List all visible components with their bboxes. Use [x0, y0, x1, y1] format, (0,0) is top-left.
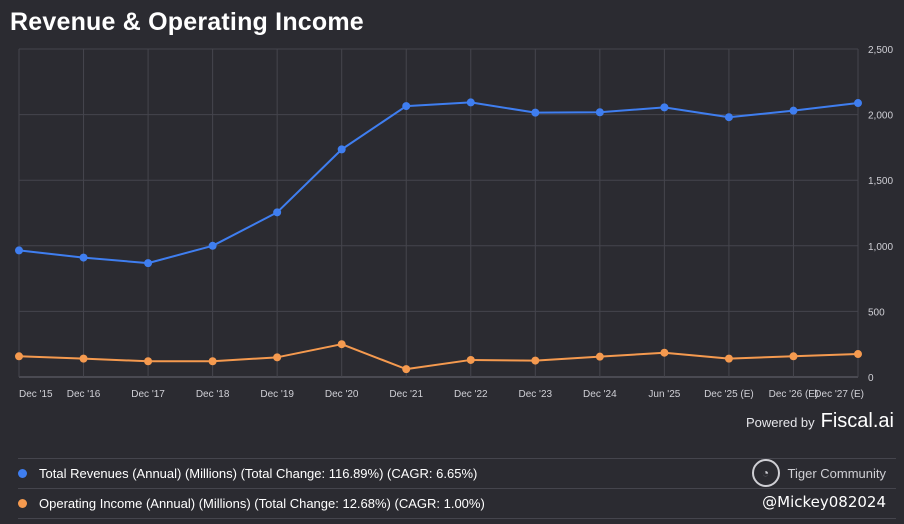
powered-by: Powered by Fiscal.ai: [746, 410, 894, 433]
operating-income-data-point: [15, 352, 23, 361]
y-tick-label: 2,500: [868, 45, 893, 56]
chart-title: Revenue & Operating Income: [10, 8, 364, 36]
revenue-data-point: [531, 108, 540, 117]
powered-by-label: Powered by: [745, 415, 815, 430]
operating-income-legend-marker: [18, 499, 27, 508]
operating-income-data-point: [854, 350, 862, 359]
brand-logo[interactable]: Fiscal.ai: [820, 410, 894, 432]
revenue-legend-marker: [18, 469, 27, 478]
legend-label-operating-income: Operating Income (Annual) (Millions) (To…: [39, 496, 485, 511]
operating-income-data-point: [208, 357, 217, 366]
revenue-data-point: [337, 145, 346, 154]
x-tick-label: Jun '25: [648, 389, 680, 400]
revenue-data-point: [595, 108, 604, 117]
revenue-data-point: [724, 113, 733, 122]
x-tick-label: Dec '16: [67, 389, 101, 400]
operating-income-data-point: [789, 352, 798, 361]
legend-item-operating-income[interactable]: Operating Income (Annual) (Millions) (To…: [18, 488, 896, 519]
legend-item-revenue[interactable]: Total Revenues (Annual) (Millions) (Tota…: [18, 458, 896, 488]
revenue-data-point: [466, 98, 475, 107]
operating-income-data-point: [724, 354, 733, 363]
operating-income-data-point: [402, 365, 411, 374]
revenue-data-point: [15, 246, 23, 255]
operating-income-data-point: [144, 357, 153, 366]
chart-area: 0 500 1,000 1,500 2,000 2,500 Dec '15 Dec '16 De…: [15, 45, 893, 400]
revenue-data-point: [79, 253, 88, 262]
watermark-handle: @Mickey082024: [762, 493, 886, 511]
y-tick-label: 1,000: [868, 242, 893, 253]
x-tick-label: Dec '24: [583, 389, 617, 400]
revenue-data-point: [402, 102, 411, 111]
revenue-data-point: [789, 106, 798, 115]
x-tick-label: Dec '27 (E): [814, 389, 864, 400]
x-tick-label: Dec '19: [260, 389, 294, 400]
revenue-data-point: [144, 259, 153, 268]
x-tick-label: Dec '17: [131, 389, 165, 400]
legend-label-revenue: Total Revenues (Annual) (Millions) (Tota…: [39, 466, 478, 481]
x-tick-label: Dec '21: [389, 389, 423, 400]
x-tick-label: Dec '20: [325, 389, 359, 400]
revenue-data-point: [854, 99, 862, 108]
operating-income-data-point: [595, 352, 604, 361]
x-tick-label: Dec '18: [196, 389, 230, 400]
operating-income-series-line: [18, 343, 859, 371]
x-tick-label: Dec '23: [519, 389, 553, 400]
y-tick-label: 0: [868, 373, 874, 384]
operating-income-data-point: [337, 340, 346, 349]
y-tick-label: 1,500: [868, 176, 893, 187]
x-tick-label: Dec '22: [454, 389, 488, 400]
operating-income-data-point: [466, 355, 475, 364]
x-tick-label: Dec '25 (E): [704, 389, 754, 400]
revenue-data-point: [208, 241, 217, 250]
x-tick-label: Dec '26 (E): [769, 389, 819, 400]
watermark-name: Tiger Community: [787, 465, 886, 481]
operating-income-data-point: [531, 356, 540, 365]
watermark: ◔ Tiger Community: [751, 459, 886, 487]
x-tick-label: Dec '15: [19, 389, 53, 400]
y-tick-label: 500: [868, 307, 885, 318]
revenue-data-point: [273, 208, 282, 217]
operating-income-data-point: [273, 353, 282, 362]
y-tick-label: 2,000: [868, 111, 893, 122]
revenue-series-line: [18, 101, 859, 265]
operating-income-data-point: [79, 354, 88, 363]
tiger-community-logo-icon: ◔: [751, 459, 780, 487]
revenue-data-point: [660, 103, 669, 112]
operating-income-data-point: [660, 348, 669, 357]
